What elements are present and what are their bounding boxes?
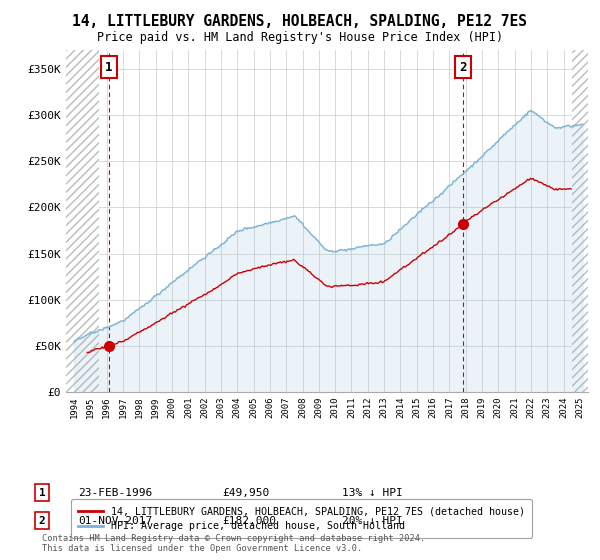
Text: 1: 1: [38, 488, 46, 498]
Text: Price paid vs. HM Land Registry's House Price Index (HPI): Price paid vs. HM Land Registry's House …: [97, 31, 503, 44]
Text: £49,950: £49,950: [222, 488, 269, 498]
Legend: 14, LITTLEBURY GARDENS, HOLBEACH, SPALDING, PE12 7ES (detached house), HPI: Aver: 14, LITTLEBURY GARDENS, HOLBEACH, SPALDI…: [71, 500, 532, 539]
Text: 23-FEB-1996: 23-FEB-1996: [78, 488, 152, 498]
Text: 2: 2: [459, 60, 467, 73]
Text: 14, LITTLEBURY GARDENS, HOLBEACH, SPALDING, PE12 7ES: 14, LITTLEBURY GARDENS, HOLBEACH, SPALDI…: [73, 14, 527, 29]
Text: 13% ↓ HPI: 13% ↓ HPI: [342, 488, 403, 498]
Text: 1: 1: [106, 60, 113, 73]
Text: 01-NOV-2017: 01-NOV-2017: [78, 516, 152, 526]
Text: £182,000: £182,000: [222, 516, 276, 526]
Text: Contains HM Land Registry data © Crown copyright and database right 2024.
This d: Contains HM Land Registry data © Crown c…: [42, 534, 425, 553]
Text: 20% ↓ HPI: 20% ↓ HPI: [342, 516, 403, 526]
Text: 2: 2: [38, 516, 46, 526]
